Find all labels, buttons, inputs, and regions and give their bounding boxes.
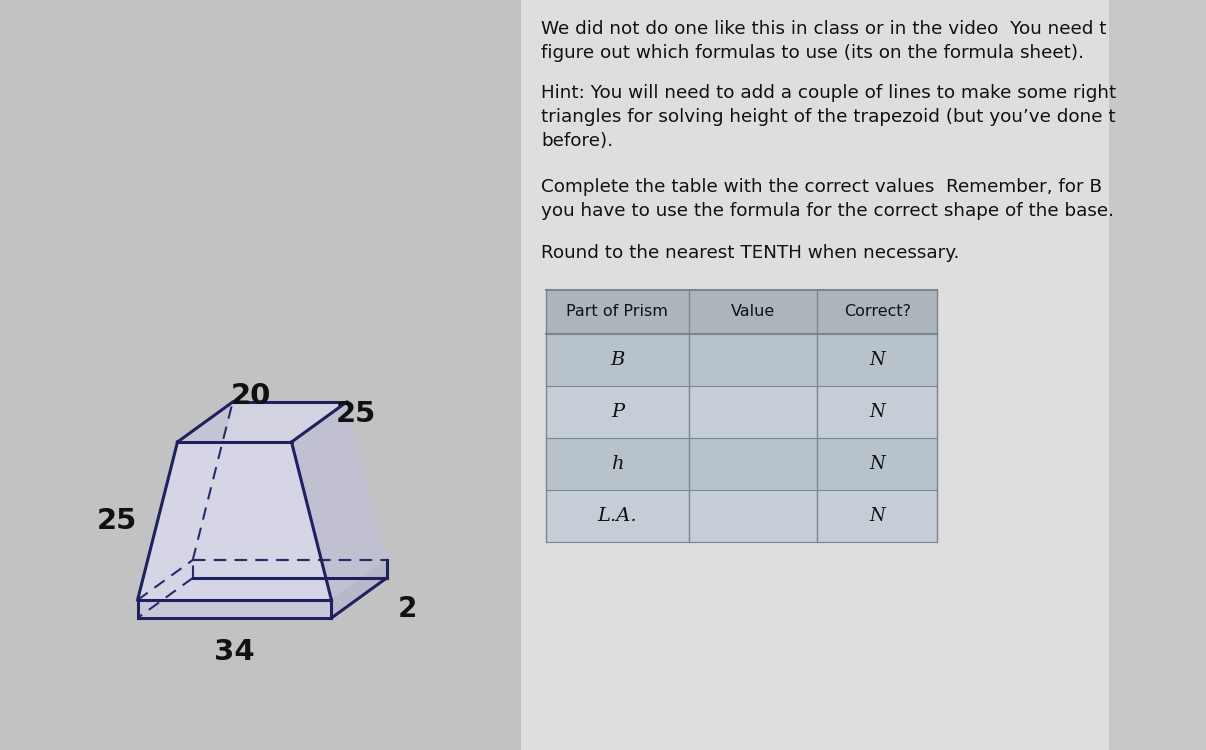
- Bar: [689, 438, 818, 490]
- Polygon shape: [292, 402, 387, 600]
- Text: 34: 34: [215, 638, 254, 666]
- Polygon shape: [137, 402, 233, 600]
- Polygon shape: [332, 560, 387, 618]
- Polygon shape: [137, 442, 332, 600]
- Text: We did not do one like this in class or in the video  You need t: We did not do one like this in class or …: [541, 20, 1107, 38]
- Text: N: N: [870, 507, 885, 525]
- Text: B: B: [610, 351, 625, 369]
- Text: Round to the nearest TENTH when necessary.: Round to the nearest TENTH when necessar…: [541, 244, 960, 262]
- Text: L.A.: L.A.: [597, 507, 637, 525]
- Polygon shape: [177, 402, 346, 442]
- Text: Hint: You will need to add a couple of lines to make some right: Hint: You will need to add a couple of l…: [541, 84, 1117, 102]
- Bar: [546, 386, 689, 438]
- Bar: [546, 438, 689, 490]
- Polygon shape: [137, 600, 332, 618]
- Bar: [689, 386, 818, 438]
- Text: N: N: [870, 455, 885, 473]
- Text: Value: Value: [731, 304, 775, 320]
- Bar: [546, 334, 689, 386]
- Bar: [0, 0, 521, 750]
- Bar: [818, 490, 937, 542]
- Text: you have to use the formula for the correct shape of the base.: you have to use the formula for the corr…: [541, 202, 1114, 220]
- Bar: [546, 290, 937, 334]
- Bar: [818, 438, 937, 490]
- Bar: [689, 334, 818, 386]
- Text: before).: before).: [541, 132, 614, 150]
- Text: h: h: [611, 455, 624, 473]
- Text: triangles for solving height of the trapezoid (but you’ve done t: triangles for solving height of the trap…: [541, 108, 1116, 126]
- Text: N: N: [870, 351, 885, 369]
- Bar: [521, 0, 1110, 750]
- Text: 2: 2: [398, 595, 417, 623]
- Text: P: P: [610, 403, 624, 421]
- Bar: [546, 490, 689, 542]
- Text: Correct?: Correct?: [844, 304, 911, 320]
- Text: 25: 25: [335, 400, 376, 428]
- Text: Complete the table with the correct values  Remember, for B: Complete the table with the correct valu…: [541, 178, 1102, 196]
- Text: figure out which formulas to use (its on the formula sheet).: figure out which formulas to use (its on…: [541, 44, 1084, 62]
- Text: 25: 25: [96, 507, 137, 535]
- Text: Part of Prism: Part of Prism: [567, 304, 668, 320]
- Bar: [818, 386, 937, 438]
- Text: N: N: [870, 403, 885, 421]
- Bar: [689, 490, 818, 542]
- Text: 20: 20: [230, 382, 271, 410]
- Bar: [818, 334, 937, 386]
